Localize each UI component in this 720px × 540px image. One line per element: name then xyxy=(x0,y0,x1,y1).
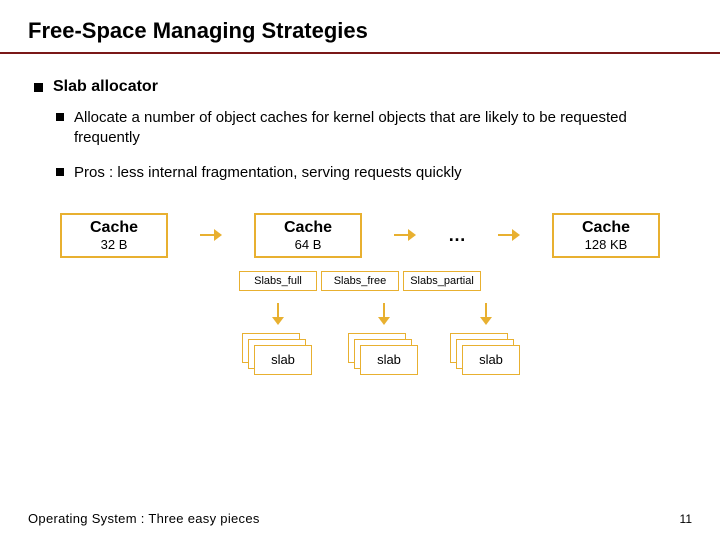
bullet-square-icon xyxy=(56,168,64,176)
cache-box: Cache 64 B xyxy=(254,213,362,258)
cache-size: 64 B xyxy=(256,237,360,252)
slab-stack: slab xyxy=(348,333,418,377)
page-number: 11 xyxy=(680,512,692,526)
cache-size: 128 KB xyxy=(554,237,658,252)
arrow-right-icon xyxy=(394,229,416,241)
bullet-level2: Pros : less internal fragmentation, serv… xyxy=(56,163,692,183)
slab-stack: slab xyxy=(242,333,312,377)
footer-text: Operating System : Three easy pieces xyxy=(28,511,260,526)
cache-box: Cache 128 KB xyxy=(552,213,660,258)
cache-title: Cache xyxy=(62,219,166,237)
cache-box: Cache 32 B xyxy=(60,213,168,258)
bullet-l2a-text: Allocate a number of object caches for k… xyxy=(74,108,682,149)
ellipsis: … xyxy=(448,225,466,246)
slab-labels-row: Slabs_full Slabs_free Slabs_partial xyxy=(28,271,692,291)
title-rule xyxy=(0,52,720,54)
cache-title: Cache xyxy=(256,219,360,237)
arrow-right-icon xyxy=(200,229,222,241)
slab-label: Slabs_free xyxy=(321,271,399,291)
slab-box: slab xyxy=(254,345,312,375)
cache-title: Cache xyxy=(554,219,658,237)
slab-label: Slabs_partial xyxy=(403,271,481,291)
slab-label: Slabs_full xyxy=(239,271,317,291)
arrow-down-icon xyxy=(480,303,492,325)
slab-box: slab xyxy=(360,345,418,375)
bullet-l1-text: Slab allocator xyxy=(53,78,158,96)
slab-box: slab xyxy=(462,345,520,375)
bullet-level2: Allocate a number of object caches for k… xyxy=(56,108,692,149)
bullet-level1: Slab allocator xyxy=(34,78,692,96)
cache-row: Cache 32 B Cache 64 B … Cache 128 KB xyxy=(28,213,692,258)
bullet-square-icon xyxy=(56,113,64,121)
slide-footer: Operating System : Three easy pieces 11 xyxy=(28,511,692,526)
arrow-right-icon xyxy=(498,229,520,241)
slab-stack: slab xyxy=(450,333,520,377)
slide-title: Free-Space Managing Strategies xyxy=(28,18,692,44)
bullet-l2b-text: Pros : less internal fragmentation, serv… xyxy=(74,163,462,183)
cache-size: 32 B xyxy=(62,237,166,252)
arrow-down-icon xyxy=(378,303,390,325)
slab-diagram: Cache 32 B Cache 64 B … Cache 128 KB Sla… xyxy=(28,213,692,433)
arrow-down-icon xyxy=(272,303,284,325)
bullet-square-icon xyxy=(34,83,43,92)
